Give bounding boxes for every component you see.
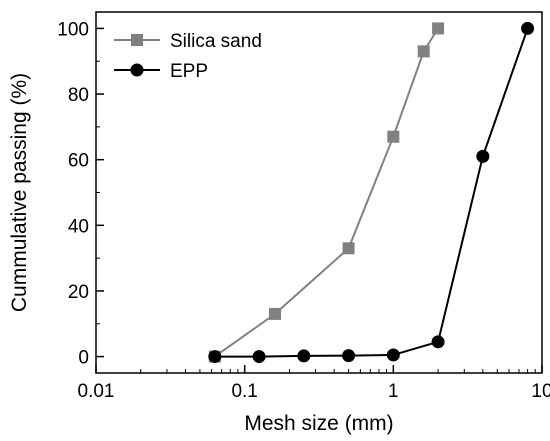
x-tick-label-3: 10	[531, 381, 550, 402]
legend-label-1: EPP	[170, 61, 208, 82]
y-tick-label-5: 100	[57, 19, 89, 40]
y-tick-label-1: 20	[68, 282, 89, 303]
data-point	[342, 349, 355, 362]
y-tick-label-2: 40	[68, 216, 89, 237]
x-axis-title: Mesh size (mm)	[244, 412, 393, 435]
legend-marker-0	[131, 34, 143, 46]
y-tick-label-4: 80	[68, 85, 89, 106]
data-point	[418, 45, 430, 57]
data-point	[297, 349, 310, 362]
data-point	[387, 348, 400, 361]
y-axis-title: Cummulative passing (%)	[8, 73, 31, 312]
data-point	[521, 22, 534, 35]
legend: Silica sand EPP	[114, 31, 262, 82]
data-point	[343, 242, 355, 254]
legend-item-1: EPP	[114, 61, 208, 82]
x-tick-label-2: 1	[388, 381, 399, 402]
legend-item-0: Silica sand	[114, 31, 262, 52]
y-tick-label-0: 0	[78, 348, 89, 369]
series-line-0	[215, 28, 438, 356]
x-tick-label-0: 0.01	[78, 381, 115, 402]
legend-marker-1	[131, 64, 144, 77]
data-point	[387, 131, 399, 143]
series-0	[209, 22, 444, 362]
y-tick-label-3: 60	[68, 151, 89, 172]
data-point	[476, 150, 489, 163]
data-point	[253, 350, 266, 363]
plot-area	[208, 22, 534, 363]
data-point	[432, 22, 444, 34]
x-tick-label-1: 0.1	[231, 381, 257, 402]
data-point	[269, 308, 281, 320]
legend-label-0: Silica sand	[170, 31, 262, 52]
data-point	[432, 335, 445, 348]
data-point	[208, 350, 221, 363]
